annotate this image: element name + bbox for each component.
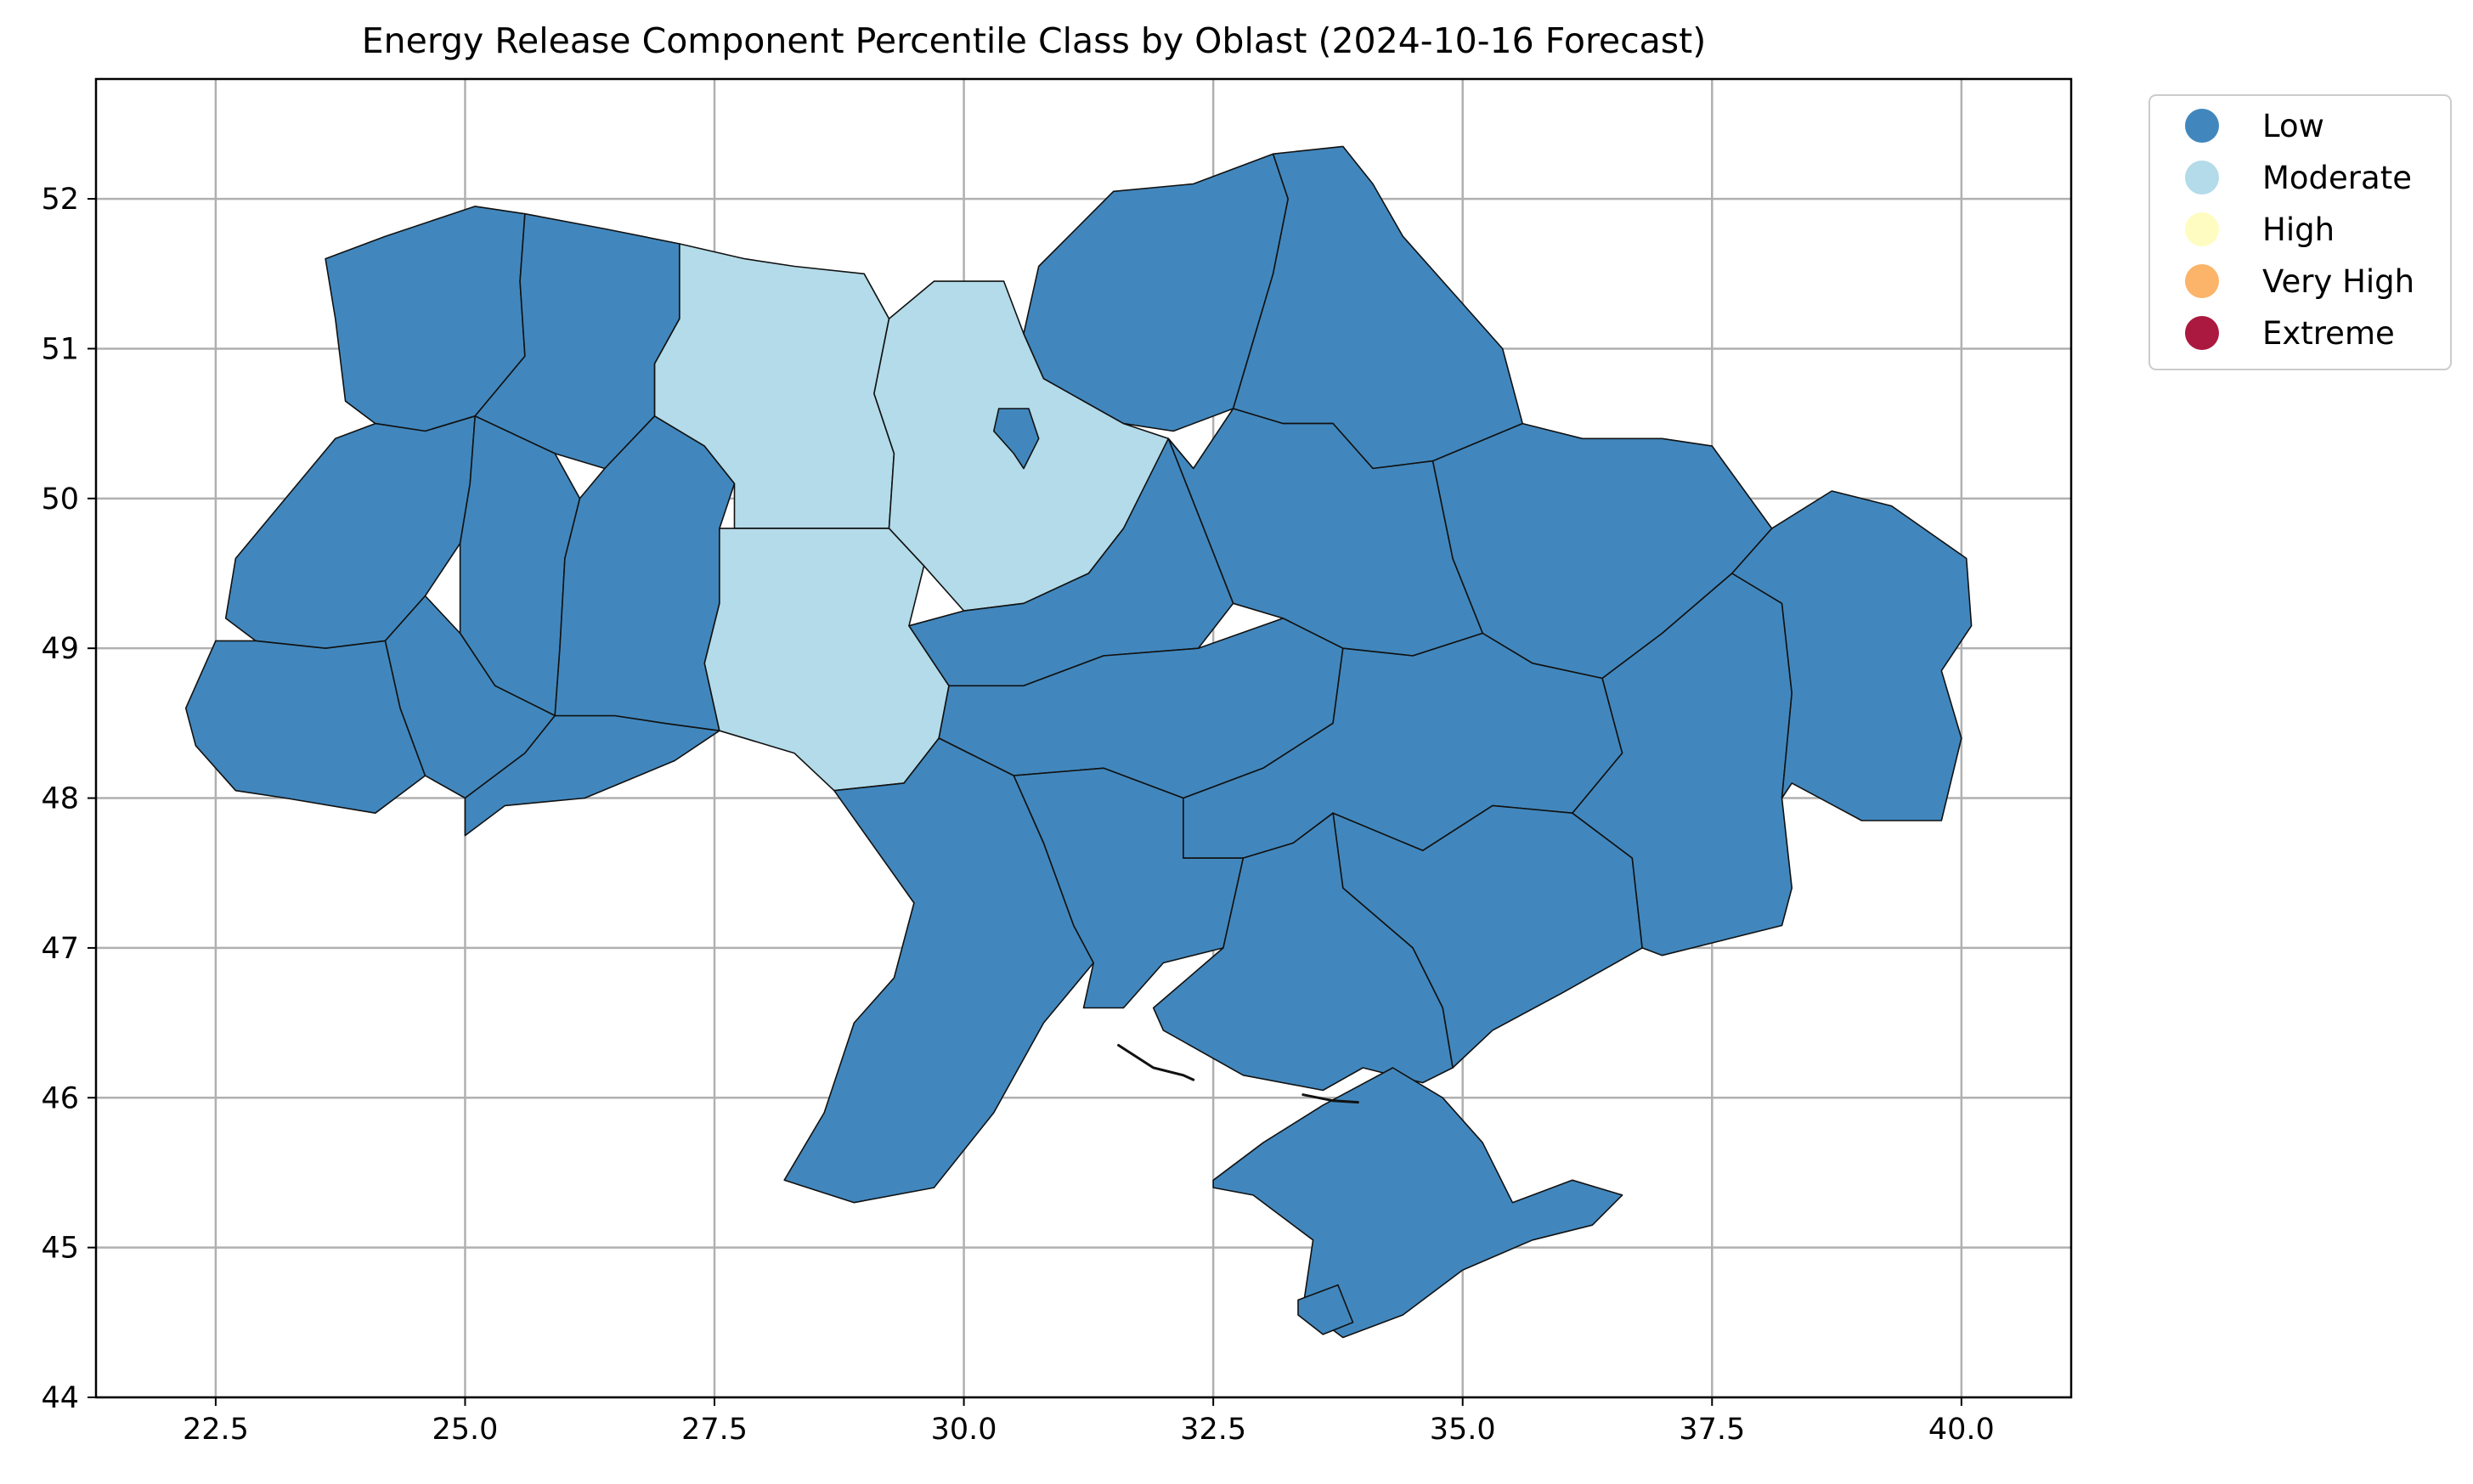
oblast-regions bbox=[184, 145, 1973, 1339]
coastal-spit bbox=[1117, 1044, 1195, 1081]
y-tick-label: 46 bbox=[41, 1081, 79, 1115]
y-tick-label: 48 bbox=[41, 782, 79, 816]
legend: Low Moderate High Very High Extreme bbox=[2148, 94, 2452, 370]
oblast-zakarpattia bbox=[184, 640, 426, 814]
legend-box bbox=[2148, 94, 2452, 370]
legend-marker bbox=[2185, 316, 2219, 350]
x-tick-label: 27.5 bbox=[681, 1413, 748, 1447]
y-tick-label: 50 bbox=[41, 482, 79, 516]
plot-frame bbox=[94, 77, 2073, 1399]
coastline-details bbox=[1117, 1044, 1359, 1104]
oblast-poltava bbox=[1167, 408, 1483, 657]
map-plot: 22.5 25.0 27.5 30.0 32.5 35.0 37.5 40.0 4445464… bbox=[41, 77, 2073, 1447]
oblast-kyiv-city bbox=[993, 408, 1040, 470]
y-tick-label: 52 bbox=[41, 183, 79, 217]
y-tick-label: 51 bbox=[41, 332, 79, 366]
legend-label: Very High bbox=[2262, 263, 2414, 300]
x-tick-label: 25.0 bbox=[432, 1413, 499, 1447]
legend-marker bbox=[2185, 161, 2219, 195]
x-tick-label: 37.5 bbox=[1679, 1413, 1745, 1447]
oblast-odesa bbox=[783, 737, 1094, 1204]
legend-marker bbox=[2185, 109, 2219, 143]
legend-marker bbox=[2185, 264, 2219, 298]
legend-label: Low bbox=[2262, 108, 2324, 144]
legend-marker bbox=[2185, 212, 2219, 246]
y-tick-label: 44 bbox=[41, 1381, 79, 1415]
oblast-luhansk bbox=[1731, 490, 1973, 821]
y-tick-label: 45 bbox=[41, 1232, 79, 1266]
oblast-sevastopol bbox=[1297, 1284, 1354, 1335]
x-tick-label: 40.0 bbox=[1928, 1413, 1995, 1447]
chart-title: Energy Release Component Percentile Clas… bbox=[362, 20, 1706, 61]
legend-label: Extreme bbox=[2262, 315, 2395, 352]
x-tick-label: 30.0 bbox=[931, 1413, 997, 1447]
x-tick-label: 35.0 bbox=[1430, 1413, 1496, 1447]
legend-label: High bbox=[2262, 212, 2335, 248]
oblast-kherson bbox=[1152, 812, 1454, 1092]
y-axis-ticks: 44 45 46 47 48 49 50 51 52 bbox=[41, 183, 96, 1415]
y-tick-label: 47 bbox=[41, 932, 79, 966]
x-tick-label: 22.5 bbox=[183, 1413, 249, 1447]
y-tick-label: 49 bbox=[41, 632, 79, 666]
oblast-crimea bbox=[1212, 1067, 1623, 1339]
coastal-spit bbox=[1301, 1093, 1359, 1104]
x-axis-ticks: 22.5 25.0 27.5 30.0 32.5 35.0 37.5 40.0 bbox=[183, 1397, 1995, 1447]
legend-label: Moderate bbox=[2262, 160, 2412, 196]
x-tick-label: 32.5 bbox=[1180, 1413, 1246, 1447]
